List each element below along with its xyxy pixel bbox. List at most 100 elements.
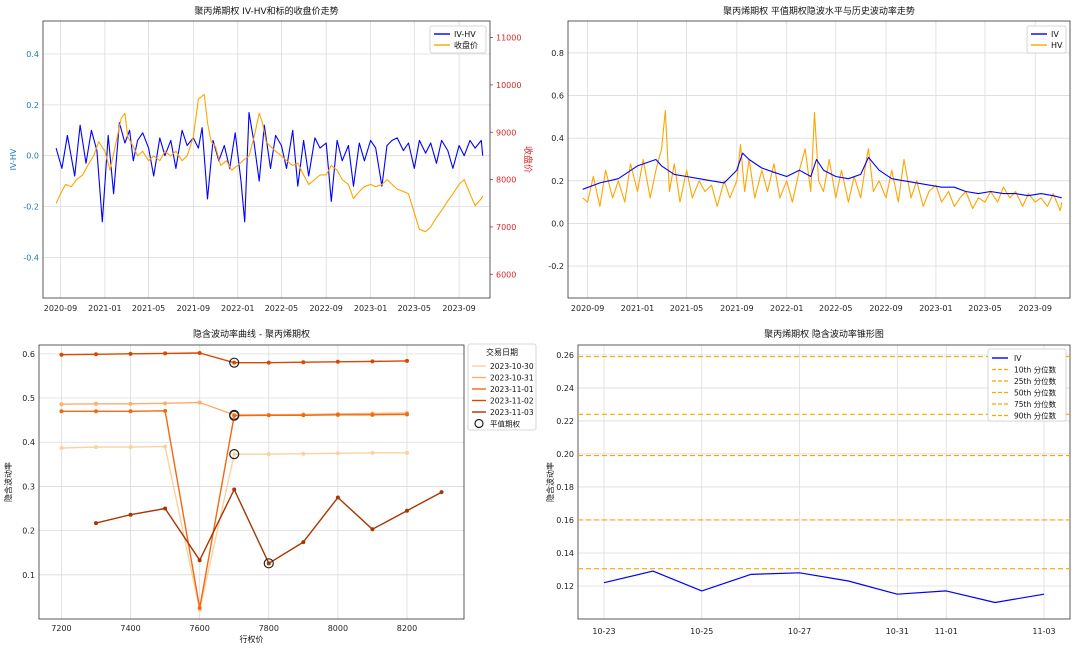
atm-marker xyxy=(263,558,274,569)
y2-tick-label: 9000 xyxy=(496,128,516,137)
data-point xyxy=(197,400,202,405)
data-point xyxy=(59,445,64,450)
x-tick-label: 11-03 xyxy=(1032,627,1055,636)
data-point xyxy=(232,487,237,492)
data-point xyxy=(163,444,168,449)
data-point xyxy=(266,360,271,365)
x-tick-label: 10-27 xyxy=(788,627,811,636)
y-tick-label: 0.14 xyxy=(556,549,574,558)
data-point xyxy=(404,358,409,363)
data-point xyxy=(404,412,409,417)
legend-label: 2023-10-31 xyxy=(490,374,534,383)
iv-smile-chart-svg: 7200 7400 7600 7800 8000 8200 0.1 0.2 0.3 0.4 0.5 0… xyxy=(3,328,537,644)
data-point xyxy=(335,359,340,364)
x-tick-label: 8000 xyxy=(328,624,348,633)
series-line-IV xyxy=(582,152,1062,199)
data-point xyxy=(94,352,99,357)
data-point xyxy=(94,521,99,526)
data-point xyxy=(370,527,375,532)
legend-label: 2023-11-02 xyxy=(490,397,534,406)
x-tick-label: 2020-09 xyxy=(44,304,77,313)
y-tick-label: 0.3 xyxy=(22,482,35,491)
x-tick-label: 7400 xyxy=(120,624,140,633)
y2-tick-label: 6000 xyxy=(496,270,516,279)
legend-label: IV xyxy=(1014,354,1022,363)
x-tick-label: 7800 xyxy=(259,624,279,633)
iv-hv-trend-chart-svg: 2020-09 2021-01 2021-05 2021-09 2022-01 2022-… xyxy=(548,5,1071,313)
y-tick-label: 0.6 xyxy=(551,92,564,101)
chart-iv-hv-trend: 2020-09 2021-01 2021-05 2021-09 2022-01 2022-… xyxy=(540,0,1080,323)
data-point xyxy=(163,351,168,356)
series-line-2023-11-01 xyxy=(61,410,408,609)
x-tick-label: 2023-01 xyxy=(919,304,952,313)
data-point xyxy=(266,452,271,457)
data-point xyxy=(59,402,64,407)
y2-tick-label: 7000 xyxy=(496,223,516,232)
smile-plot-frame xyxy=(38,344,465,620)
ivtrend-plot-frame xyxy=(567,20,1071,299)
ivhv-plot-frame xyxy=(42,20,491,299)
data-point xyxy=(301,540,306,545)
y-tick-label: 0.0 xyxy=(26,152,39,161)
y-tick-label: 0.2 xyxy=(26,101,39,110)
x-tick-label: 2021-05 xyxy=(670,304,703,313)
y2-tick-label: 8000 xyxy=(496,176,516,185)
data-point xyxy=(128,351,133,356)
data-point xyxy=(404,508,409,513)
chart-ivhv-close: 2020-09 2021-01 2021-05 2021-09 2022-01 2022-… xyxy=(0,0,540,323)
y-tick-label: 0.26 xyxy=(556,351,574,360)
data-point xyxy=(370,412,375,417)
x-tick-label: 10-25 xyxy=(690,627,713,636)
data-point xyxy=(335,412,340,417)
x-axis-label: 行权价 xyxy=(240,634,264,644)
data-point xyxy=(128,445,133,450)
x-tick-label: 10-23 xyxy=(592,627,615,636)
data-point xyxy=(59,409,64,414)
x-tick-label: 2023-05 xyxy=(398,304,431,313)
cone-plot-frame xyxy=(577,344,1071,620)
data-point xyxy=(301,413,306,418)
chart-title: 聚丙烯期权 IV-HV和标的收盘价走势 xyxy=(194,5,338,17)
data-point xyxy=(335,451,340,456)
data-point xyxy=(94,401,99,406)
legend-label: 2023-11-03 xyxy=(490,408,534,417)
x-tick-label: 2021-01 xyxy=(88,304,121,313)
y-tick-label: 0.1 xyxy=(22,571,35,580)
y-tick-label: 0.0 xyxy=(551,219,564,228)
x-tick-label: 2023-05 xyxy=(968,304,1001,313)
y-tick-label: -0.2 xyxy=(548,262,564,271)
chart-iv-cone: 10-23 10-25 10-27 10-31 11-01 11-03 0.12 0.14 0.… xyxy=(540,323,1080,646)
legend-label: 50th 分位数 xyxy=(1014,388,1057,398)
x-tick-label: 2022-09 xyxy=(309,304,342,313)
x-tick-label: 2022-01 xyxy=(221,304,254,313)
y-tick-label: 0.20 xyxy=(556,450,574,459)
y2-axis-label: 收盘价 xyxy=(522,146,534,173)
x-tick-label: 2021-05 xyxy=(132,304,165,313)
y-tick-label: -0.4 xyxy=(23,253,39,262)
legend-label: IV xyxy=(1051,30,1059,39)
data-point xyxy=(163,408,168,413)
y-tick-label: -0.2 xyxy=(23,203,39,212)
x-tick-label: 2023-09 xyxy=(442,304,475,313)
x-tick-label: 7200 xyxy=(51,624,71,633)
y-tick-label: 0.24 xyxy=(556,384,574,393)
x-tick-label: 7600 xyxy=(189,624,209,633)
legend-box xyxy=(1026,25,1067,54)
x-tick-label: 2020-09 xyxy=(571,304,604,313)
iv-cone-chart-svg: 10-23 10-25 10-27 10-31 11-01 11-03 0.12 0.14 0.… xyxy=(545,328,1071,636)
data-point xyxy=(301,360,306,365)
y-tick-label: 0.18 xyxy=(556,483,574,492)
legend-box xyxy=(429,25,487,54)
data-point xyxy=(197,605,202,610)
series-line-IV-HV xyxy=(55,111,484,223)
x-tick-label: 2021-09 xyxy=(720,304,753,313)
y-tick-label: 0.4 xyxy=(22,438,35,447)
x-tick-label: 8200 xyxy=(397,624,417,633)
data-point xyxy=(232,413,237,418)
data-point xyxy=(232,452,237,457)
legend-label: 75th 分位数 xyxy=(1014,399,1057,409)
x-tick-label: 11-01 xyxy=(935,627,958,636)
y-tick-label: 0.2 xyxy=(22,527,35,536)
y-tick-label: 0.22 xyxy=(556,417,574,426)
y-tick-label: 0.12 xyxy=(556,582,574,591)
